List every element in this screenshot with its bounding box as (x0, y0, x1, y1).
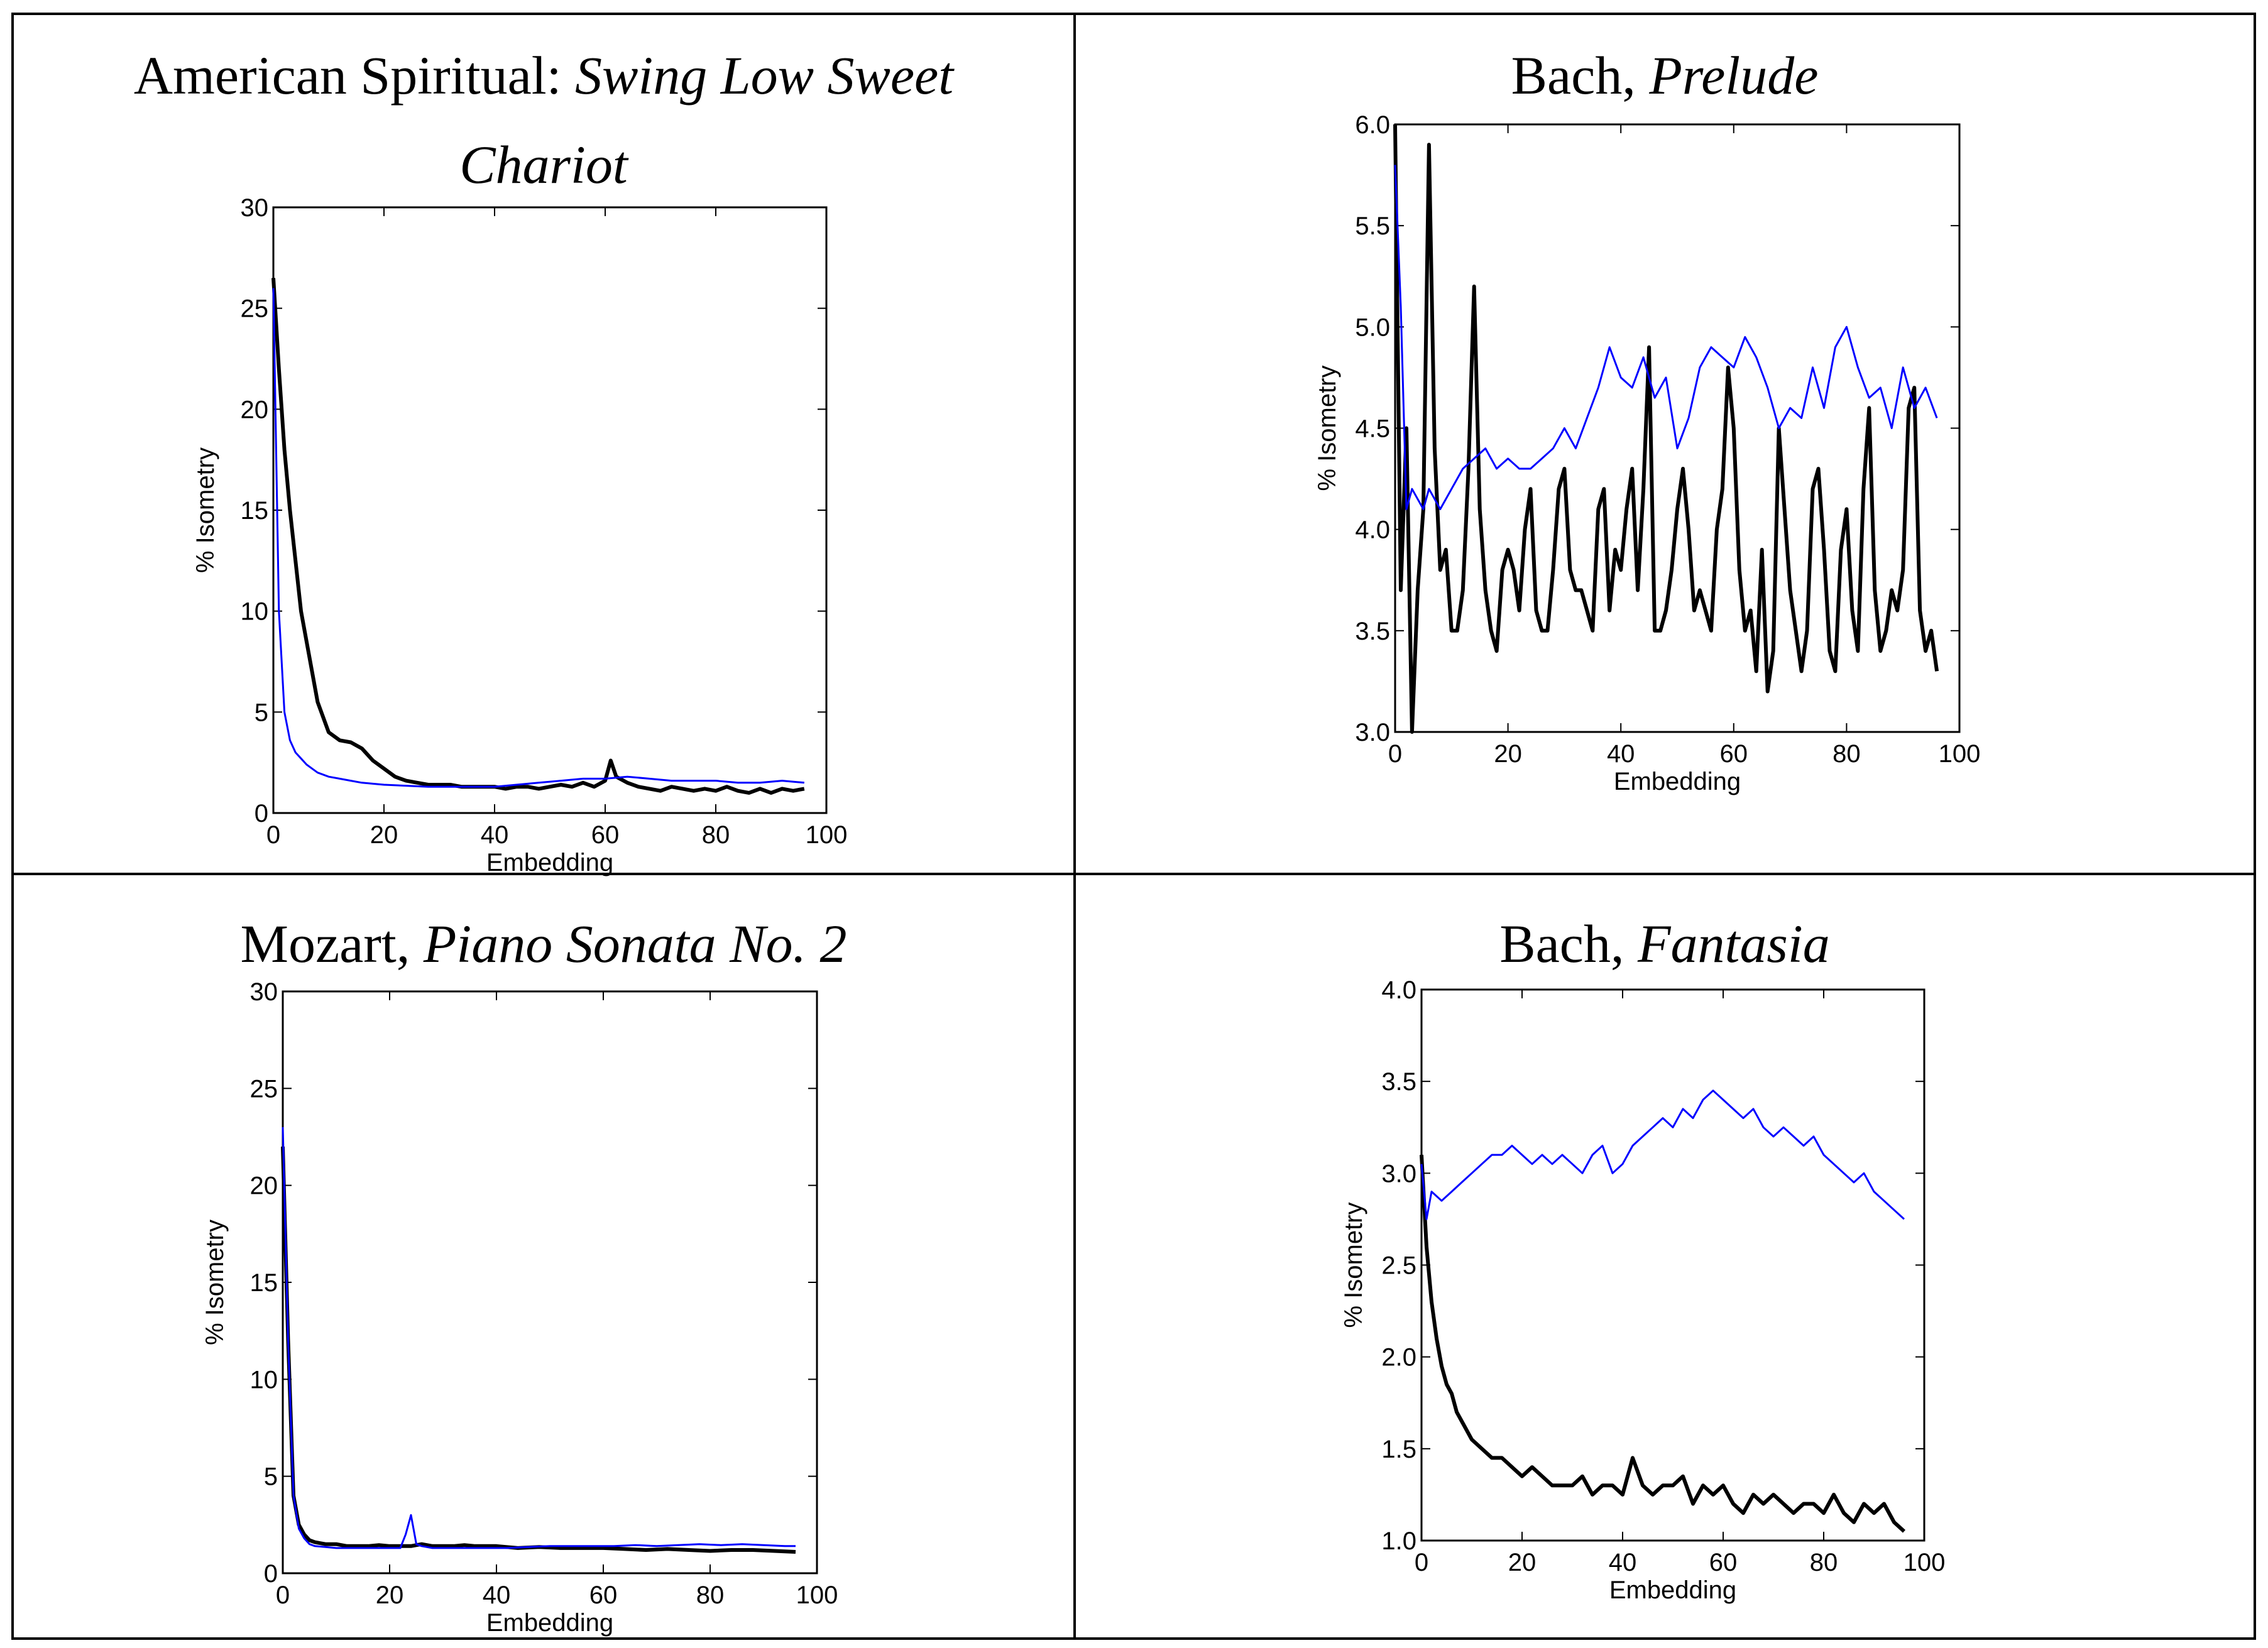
x-tick-label: 60 (591, 821, 620, 849)
y-tick-label: 3.0 (1381, 1160, 1416, 1187)
x-tick-label: 40 (481, 821, 509, 849)
series-line-black (1393, 124, 1939, 734)
x-tick-label: 20 (376, 1581, 404, 1609)
x-tick-label: 100 (1904, 1549, 1946, 1576)
y-tick-label: 4.5 (1355, 415, 1390, 443)
y-tick-label: 30 (250, 978, 278, 1006)
series-line-black (271, 278, 805, 795)
y-tick-label: 6.0 (1355, 111, 1390, 139)
x-tick-label: 0 (1388, 740, 1402, 768)
chart-title-italic: Swing Low Sweet (575, 45, 954, 106)
y-tick-label: 5.0 (1355, 314, 1390, 341)
chart-title-prefix: Bach, (1499, 914, 1624, 974)
x-tick-label: 40 (483, 1581, 511, 1609)
y-axis-label: % Isometry (1340, 1202, 1367, 1328)
y-tick-label: 25 (241, 295, 269, 323)
y-tick-label: 2.5 (1381, 1252, 1416, 1280)
chart-title-italic: Prelude (1649, 45, 1819, 106)
grid-divider-horizontal (14, 873, 2254, 875)
x-axis-label: Embedding (1609, 1576, 1736, 1604)
chart-title-italic: Fantasia (1637, 914, 1830, 974)
y-tick-label: 1.5 (1381, 1436, 1416, 1463)
x-tick-label: 0 (266, 821, 280, 849)
y-tick-label: 20 (250, 1172, 278, 1200)
chart-title-line2: Chariot (14, 121, 1073, 209)
x-tick-label: 40 (1609, 1549, 1637, 1576)
x-axis-label: Embedding (486, 849, 613, 876)
y-tick-label: 0 (264, 1560, 278, 1588)
y-tick-label: 2.0 (1381, 1344, 1416, 1372)
x-tick-label: 20 (1508, 1549, 1537, 1576)
chart-title-italic: Piano Sonata No. 2 (423, 914, 847, 974)
chart-title-prefix: Mozart, (240, 914, 410, 974)
grid-divider-vertical (1073, 15, 1076, 1637)
y-tick-label: 20 (241, 396, 269, 423)
x-axis-label: Embedding (486, 1609, 613, 1637)
y-tick-label: 1.0 (1381, 1527, 1416, 1555)
y-tick-label: 15 (250, 1269, 278, 1297)
y-tick-label: 5 (264, 1463, 278, 1491)
chart-title-italic: Chariot (459, 134, 628, 195)
x-tick-label: 40 (1607, 740, 1635, 768)
y-tick-label: 3.0 (1355, 719, 1390, 746)
y-tick-label: 10 (241, 598, 269, 626)
chart-title: Mozart, Piano Sonata No. 2 (14, 900, 1073, 988)
y-tick-label: 5 (255, 699, 268, 726)
series-line-black (281, 1146, 796, 1554)
y-tick-label: 15 (241, 497, 269, 525)
x-tick-label: 100 (796, 1581, 838, 1609)
chart-title-prefix: American Spiritual: (133, 45, 562, 106)
chart-title-prefix: Bach, (1511, 45, 1636, 106)
x-tick-label: 0 (1415, 1549, 1428, 1576)
x-tick-label: 100 (806, 821, 848, 849)
y-axis-label: % Isometry (192, 447, 219, 573)
figure-grid (11, 13, 2256, 1640)
x-tick-label: 80 (696, 1581, 725, 1609)
y-tick-label: 10 (250, 1366, 278, 1394)
y-tick-label: 4.0 (1381, 976, 1416, 1004)
x-tick-label: 60 (589, 1581, 618, 1609)
x-tick-label: 100 (1939, 740, 1981, 768)
y-tick-label: 3.5 (1355, 618, 1390, 645)
x-tick-label: 80 (1810, 1549, 1838, 1576)
y-tick-label: 4.0 (1355, 516, 1390, 544)
y-tick-label: 5.5 (1355, 212, 1390, 240)
chart-title: American Spiritual: Swing Low Sweet (14, 31, 1073, 119)
x-tick-label: 20 (370, 821, 398, 849)
y-tick-label: 3.5 (1381, 1068, 1416, 1096)
x-tick-label: 80 (1832, 740, 1861, 768)
series-line-blue (1420, 1089, 1905, 1220)
x-tick-label: 60 (1720, 740, 1748, 768)
y-tick-label: 25 (250, 1075, 278, 1103)
series-line-black (1420, 1154, 1906, 1533)
series-line-blue (272, 288, 804, 788)
y-tick-label: 0 (255, 800, 268, 827)
x-tick-label: 60 (1709, 1549, 1738, 1576)
y-tick-label: 30 (241, 194, 269, 222)
series-line-blue (1394, 165, 1938, 510)
y-axis-label: % Isometry (1313, 365, 1341, 491)
y-axis-label: % Isometry (201, 1220, 229, 1345)
x-axis-label: Embedding (1614, 768, 1741, 795)
series-line-blue (282, 1127, 796, 1549)
x-tick-label: 0 (276, 1581, 290, 1609)
x-tick-label: 20 (1494, 740, 1522, 768)
chart-title: Bach, Prelude (1073, 31, 2256, 119)
chart-title: Bach, Fantasia (1073, 900, 2256, 988)
x-tick-label: 80 (702, 821, 730, 849)
